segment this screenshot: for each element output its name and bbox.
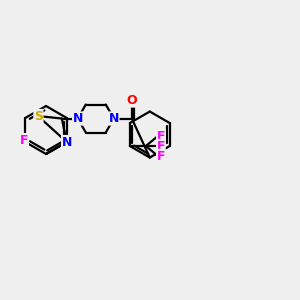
Text: O: O bbox=[127, 94, 137, 107]
Text: F: F bbox=[157, 140, 165, 152]
Text: F: F bbox=[20, 134, 28, 146]
Text: N: N bbox=[61, 136, 72, 148]
Text: F: F bbox=[157, 149, 165, 163]
Text: S: S bbox=[34, 110, 43, 122]
Text: N: N bbox=[73, 112, 83, 125]
Text: N: N bbox=[109, 112, 119, 125]
Text: F: F bbox=[157, 130, 165, 142]
